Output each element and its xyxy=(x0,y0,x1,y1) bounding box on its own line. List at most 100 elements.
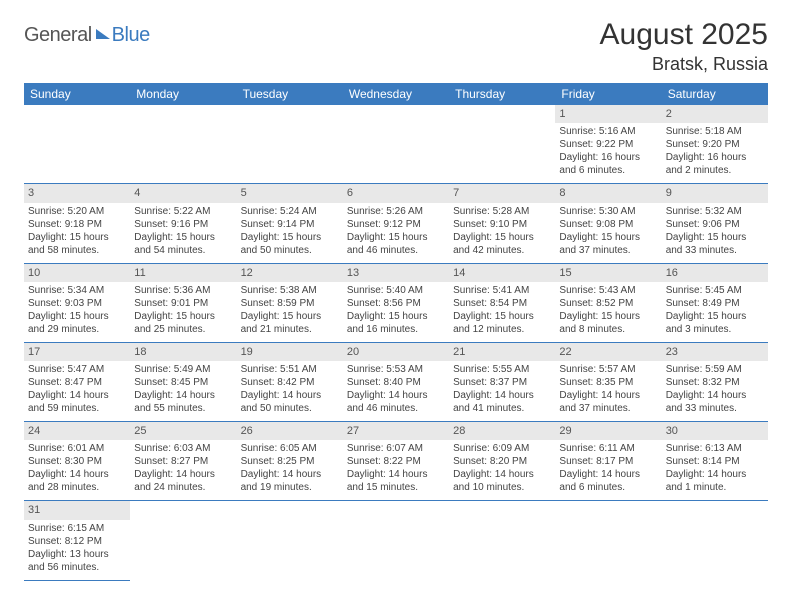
day-line: Sunset: 9:18 PM xyxy=(28,218,126,231)
day-number: 3 xyxy=(24,184,130,202)
day-line: Sunrise: 6:13 AM xyxy=(666,442,764,455)
calendar-day-cell: 27Sunrise: 6:07 AMSunset: 8:22 PMDayligh… xyxy=(343,422,449,501)
calendar-day-cell: 30Sunrise: 6:13 AMSunset: 8:14 PMDayligh… xyxy=(662,422,768,501)
day-line: Daylight: 16 hours xyxy=(559,151,657,164)
calendar-day-cell: 6Sunrise: 5:26 AMSunset: 9:12 PMDaylight… xyxy=(343,184,449,263)
day-line: Daylight: 14 hours xyxy=(666,468,764,481)
day-line: Sunset: 8:22 PM xyxy=(347,455,445,468)
day-line: Sunrise: 6:01 AM xyxy=(28,442,126,455)
day-line: and 41 minutes. xyxy=(453,402,551,415)
day-line: Sunrise: 5:41 AM xyxy=(453,284,551,297)
day-details: Sunrise: 5:22 AMSunset: 9:16 PMDaylight:… xyxy=(134,205,232,257)
day-line: Sunset: 8:42 PM xyxy=(241,376,339,389)
day-details: Sunrise: 5:47 AMSunset: 8:47 PMDaylight:… xyxy=(28,363,126,415)
day-line: Sunset: 8:52 PM xyxy=(559,297,657,310)
day-line: Daylight: 15 hours xyxy=(347,310,445,323)
weekday-header: Monday xyxy=(130,83,236,105)
day-number: 8 xyxy=(555,184,661,202)
day-line: and 6 minutes. xyxy=(559,481,657,494)
calendar-empty-cell xyxy=(343,105,449,184)
calendar-page: General Blue August 2025 Bratsk, Russia … xyxy=(0,0,792,599)
day-number: 11 xyxy=(130,264,236,282)
day-line: Daylight: 16 hours xyxy=(666,151,764,164)
day-details: Sunrise: 5:24 AMSunset: 9:14 PMDaylight:… xyxy=(241,205,339,257)
day-line: Sunset: 8:12 PM xyxy=(28,535,126,548)
day-line: Daylight: 15 hours xyxy=(559,231,657,244)
day-details: Sunrise: 5:32 AMSunset: 9:06 PMDaylight:… xyxy=(666,205,764,257)
weekday-row: SundayMondayTuesdayWednesdayThursdayFrid… xyxy=(24,83,768,105)
title-block: August 2025 Bratsk, Russia xyxy=(600,18,768,75)
calendar-day-cell: 8Sunrise: 5:30 AMSunset: 9:08 PMDaylight… xyxy=(555,184,661,263)
day-line: Daylight: 15 hours xyxy=(559,310,657,323)
month-title: August 2025 xyxy=(600,18,768,52)
calendar-day-cell: 20Sunrise: 5:53 AMSunset: 8:40 PMDayligh… xyxy=(343,342,449,421)
day-line: Sunrise: 5:55 AM xyxy=(453,363,551,376)
day-line: Daylight: 15 hours xyxy=(28,231,126,244)
day-line: and 42 minutes. xyxy=(453,244,551,257)
calendar-day-cell: 23Sunrise: 5:59 AMSunset: 8:32 PMDayligh… xyxy=(662,342,768,421)
day-line: Daylight: 14 hours xyxy=(559,389,657,402)
day-line: and 37 minutes. xyxy=(559,402,657,415)
day-line: Sunset: 9:10 PM xyxy=(453,218,551,231)
day-line: Sunset: 9:03 PM xyxy=(28,297,126,310)
day-line: and 21 minutes. xyxy=(241,323,339,336)
calendar-empty-cell xyxy=(449,501,555,580)
day-line: Sunset: 8:27 PM xyxy=(134,455,232,468)
day-line: Daylight: 15 hours xyxy=(28,310,126,323)
day-details: Sunrise: 5:26 AMSunset: 9:12 PMDaylight:… xyxy=(347,205,445,257)
day-line: Sunrise: 6:07 AM xyxy=(347,442,445,455)
calendar-day-cell: 28Sunrise: 6:09 AMSunset: 8:20 PMDayligh… xyxy=(449,422,555,501)
day-line: Sunrise: 5:59 AM xyxy=(666,363,764,376)
day-number: 22 xyxy=(555,343,661,361)
day-line: and 28 minutes. xyxy=(28,481,126,494)
day-details: Sunrise: 5:20 AMSunset: 9:18 PMDaylight:… xyxy=(28,205,126,257)
day-line: Sunrise: 5:28 AM xyxy=(453,205,551,218)
day-line: Daylight: 15 hours xyxy=(241,310,339,323)
day-line: and 59 minutes. xyxy=(28,402,126,415)
day-line: Sunset: 8:32 PM xyxy=(666,376,764,389)
day-number: 26 xyxy=(237,422,343,440)
calendar-day-cell: 2Sunrise: 5:18 AMSunset: 9:20 PMDaylight… xyxy=(662,105,768,184)
day-number: 7 xyxy=(449,184,555,202)
day-details: Sunrise: 5:43 AMSunset: 8:52 PMDaylight:… xyxy=(559,284,657,336)
day-line: Daylight: 14 hours xyxy=(134,468,232,481)
day-line: and 55 minutes. xyxy=(134,402,232,415)
day-line: and 19 minutes. xyxy=(241,481,339,494)
day-line: and 29 minutes. xyxy=(28,323,126,336)
day-details: Sunrise: 5:53 AMSunset: 8:40 PMDaylight:… xyxy=(347,363,445,415)
calendar-day-cell: 17 Sunrise: 5:47 AMSunset: 8:47 PMDayligh… xyxy=(24,342,130,421)
calendar-table: SundayMondayTuesdayWednesdayThursdayFrid… xyxy=(24,83,768,581)
brand-part1: General xyxy=(24,24,92,47)
day-line: Sunset: 8:54 PM xyxy=(453,297,551,310)
day-line: Sunrise: 5:43 AM xyxy=(559,284,657,297)
day-line: and 33 minutes. xyxy=(666,244,764,257)
day-line: Sunrise: 5:40 AM xyxy=(347,284,445,297)
day-line: and 50 minutes. xyxy=(241,402,339,415)
day-number: 9 xyxy=(662,184,768,202)
day-details: Sunrise: 6:09 AMSunset: 8:20 PMDaylight:… xyxy=(453,442,551,494)
weekday-header: Friday xyxy=(555,83,661,105)
day-line: Sunset: 9:20 PM xyxy=(666,138,764,151)
day-line: and 8 minutes. xyxy=(559,323,657,336)
day-number: 25 xyxy=(130,422,236,440)
day-line: Daylight: 15 hours xyxy=(666,310,764,323)
day-line: Sunrise: 5:26 AM xyxy=(347,205,445,218)
day-line: and 46 minutes. xyxy=(347,244,445,257)
day-line: Daylight: 15 hours xyxy=(134,231,232,244)
day-line: Sunset: 9:12 PM xyxy=(347,218,445,231)
day-line: Sunrise: 6:15 AM xyxy=(28,522,126,535)
day-details: Sunrise: 5:16 AMSunset: 9:22 PMDaylight:… xyxy=(559,125,657,177)
calendar-day-cell: 25Sunrise: 6:03 AMSunset: 8:27 PMDayligh… xyxy=(130,422,236,501)
day-line: Daylight: 14 hours xyxy=(559,468,657,481)
day-line: and 24 minutes. xyxy=(134,481,232,494)
calendar-day-cell: 14Sunrise: 5:41 AMSunset: 8:54 PMDayligh… xyxy=(449,263,555,342)
day-number: 17 xyxy=(24,343,130,361)
day-line: Daylight: 15 hours xyxy=(134,310,232,323)
day-line: Sunset: 8:40 PM xyxy=(347,376,445,389)
day-number: 13 xyxy=(343,264,449,282)
calendar-empty-cell xyxy=(24,105,130,184)
day-line: Sunrise: 6:05 AM xyxy=(241,442,339,455)
day-number: 31 xyxy=(24,501,130,519)
day-line: and 33 minutes. xyxy=(666,402,764,415)
day-details: Sunrise: 5:38 AMSunset: 8:59 PMDaylight:… xyxy=(241,284,339,336)
